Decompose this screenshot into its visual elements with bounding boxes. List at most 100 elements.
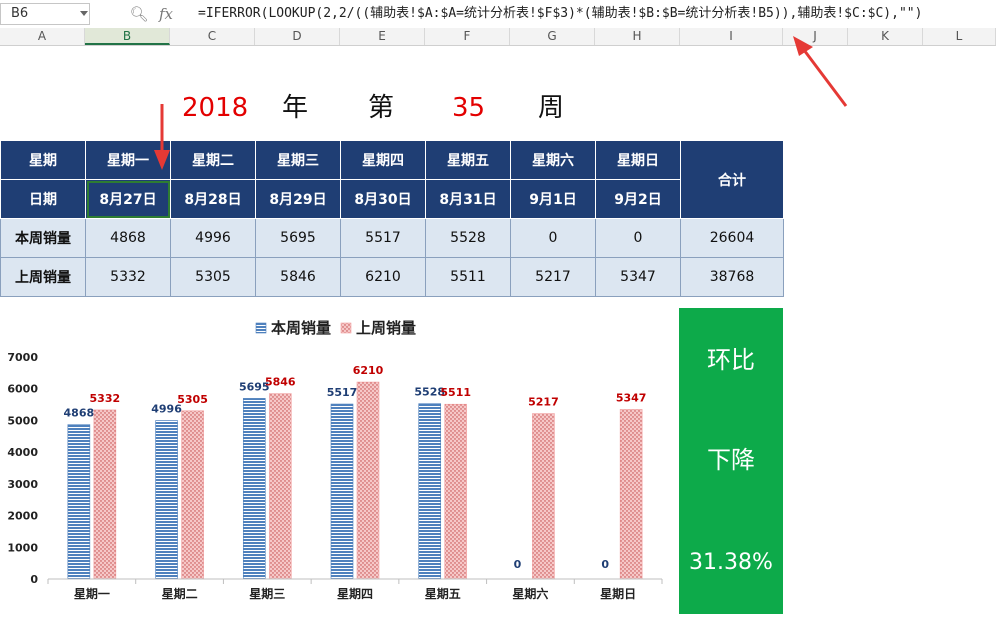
bar[interactable] <box>532 413 555 580</box>
column-header-j[interactable]: J <box>783 28 848 45</box>
bar-data-label: 5511 <box>440 386 471 399</box>
bar-data-label: 5695 <box>239 380 270 393</box>
y-axis: 0 1000 2000 3000 4000 5000 6000 7000 <box>7 351 38 586</box>
formula-input[interactable]: =IFERROR(LOOKUP(2,2/((辅助表!$A:$A=统计分析表!$F… <box>198 6 923 21</box>
weekday-cell[interactable]: 星期日 <box>595 140 681 180</box>
date-cell[interactable]: 9月1日 <box>510 179 596 219</box>
x-tick-label: 星期一 <box>74 586 110 601</box>
chart-legend: 本周销量 上周销量 <box>255 319 416 337</box>
legend-swatch <box>255 322 267 334</box>
column-header-g[interactable]: G <box>510 28 595 45</box>
column-header-d[interactable]: D <box>255 28 340 45</box>
bar[interactable] <box>444 403 468 580</box>
date-cell-selected[interactable]: 8月27日 <box>85 179 171 219</box>
date-cell[interactable]: 8月28日 <box>170 179 256 219</box>
date-row-label[interactable]: 日期 <box>0 179 86 219</box>
last-week-cell[interactable]: 5846 <box>255 257 341 297</box>
legend-label: 本周销量 <box>271 319 331 337</box>
bar[interactable] <box>181 410 204 580</box>
last-week-total-cell[interactable]: 38768 <box>680 257 784 297</box>
last-week-label[interactable]: 上周销量 <box>0 257 86 297</box>
sales-bar-chart[interactable]: 本周销量 上周销量 0 1000 2000 3000 4000 5000 6000 7000 4… <box>0 308 676 616</box>
this-week-cell[interactable]: 5517 <box>340 218 426 258</box>
title-week-prefix: 第 <box>368 93 395 123</box>
x-tick-label: 星期二 <box>162 586 198 601</box>
bar-data-label: 4868 <box>64 407 95 420</box>
column-header-b[interactable]: B <box>85 28 170 45</box>
column-header-l[interactable]: L <box>923 28 996 45</box>
this-week-total-cell[interactable]: 26604 <box>680 218 784 258</box>
y-tick-label: 7000 <box>7 351 38 364</box>
bar-data-label: 5517 <box>327 386 358 399</box>
last-week-cell[interactable]: 6210 <box>340 257 426 297</box>
bar[interactable] <box>268 393 292 580</box>
x-tick-label: 星期四 <box>337 586 373 601</box>
column-header-a[interactable]: A <box>0 28 85 45</box>
weekday-cell[interactable]: 星期二 <box>170 140 256 180</box>
last-week-cell[interactable]: 5217 <box>510 257 596 297</box>
date-cell[interactable]: 8月29日 <box>255 179 341 219</box>
chevron-down-icon[interactable] <box>80 11 88 16</box>
weekday-cell[interactable]: 星期一 <box>85 140 171 180</box>
x-tick-label: 星期五 <box>425 586 461 601</box>
total-header-cell[interactable]: 合计 <box>680 140 784 219</box>
bar[interactable] <box>242 398 266 580</box>
date-cell[interactable]: 8月31日 <box>425 179 511 219</box>
bar[interactable] <box>330 403 354 580</box>
y-tick-label: 3000 <box>7 478 38 491</box>
x-tick-label: 星期日 <box>600 586 636 601</box>
title-year: 2018 <box>182 93 249 123</box>
column-header-c[interactable]: C <box>170 28 255 45</box>
last-week-row: 上周销量 5332 5305 5846 6210 5511 5217 5347 … <box>0 257 784 297</box>
this-week-cell[interactable]: 0 <box>595 218 681 258</box>
this-week-label[interactable]: 本周销量 <box>0 218 86 258</box>
zoom-icon[interactable]: 🔍︎ <box>129 5 149 23</box>
this-week-cell[interactable]: 0 <box>510 218 596 258</box>
last-week-cell[interactable]: 5305 <box>170 257 256 297</box>
column-header-h[interactable]: H <box>595 28 680 45</box>
bar[interactable] <box>93 409 117 580</box>
date-cell[interactable]: 8月30日 <box>340 179 426 219</box>
column-header-e[interactable]: E <box>340 28 425 45</box>
this-week-cell[interactable]: 4996 <box>170 218 256 258</box>
bar[interactable] <box>619 409 643 580</box>
weekday-cell[interactable]: 星期四 <box>340 140 426 180</box>
y-tick-label: 2000 <box>7 510 38 523</box>
last-week-cell[interactable]: 5347 <box>595 257 681 297</box>
fx-icon[interactable]: fx <box>158 5 173 23</box>
x-tick-label: 星期六 <box>512 586 548 601</box>
column-header-k[interactable]: K <box>848 28 923 45</box>
this-week-cell[interactable]: 5528 <box>425 218 511 258</box>
weekday-cell[interactable]: 星期五 <box>425 140 511 180</box>
weekday-row-label[interactable]: 星期 <box>0 140 86 180</box>
y-tick-label: 5000 <box>7 414 38 427</box>
bar-data-label: 5217 <box>528 396 559 409</box>
this-week-cell[interactable]: 4868 <box>85 218 171 258</box>
y-tick-label: 4000 <box>7 446 38 459</box>
bar[interactable] <box>67 424 91 580</box>
bar[interactable] <box>356 381 380 580</box>
date-cell[interactable]: 9月2日 <box>595 179 681 219</box>
this-week-cell[interactable]: 5695 <box>255 218 341 258</box>
bar[interactable] <box>418 403 442 580</box>
ratio-label: 环比 <box>707 346 755 374</box>
title-week-unit: 周 <box>538 93 565 123</box>
weekday-row: 星期 星期一 星期二 星期三 星期四 星期五 星期六 星期日 合计 <box>0 140 784 219</box>
bar-data-label: 5332 <box>90 392 121 405</box>
last-week-cell[interactable]: 5511 <box>425 257 511 297</box>
bar-data-label: 5305 <box>177 393 208 406</box>
column-header-f[interactable]: F <box>425 28 510 45</box>
title-year-unit: 年 <box>282 93 309 123</box>
name-box[interactable]: B6 <box>0 3 90 25</box>
column-header-i[interactable]: I <box>680 28 783 45</box>
sales-table: 星期 星期一 星期二 星期三 星期四 星期五 星期六 星期日 合计 日期 8月2… <box>0 140 784 297</box>
y-tick-label: 1000 <box>7 541 38 554</box>
bar-data-label: 5347 <box>616 391 647 404</box>
title-week: 35 <box>452 93 486 123</box>
last-week-cell[interactable]: 5332 <box>85 257 171 297</box>
weekday-cell[interactable]: 星期六 <box>510 140 596 180</box>
bar[interactable] <box>155 420 178 580</box>
bar-data-label: 5846 <box>265 376 296 389</box>
weekday-cell[interactable]: 星期三 <box>255 140 341 180</box>
